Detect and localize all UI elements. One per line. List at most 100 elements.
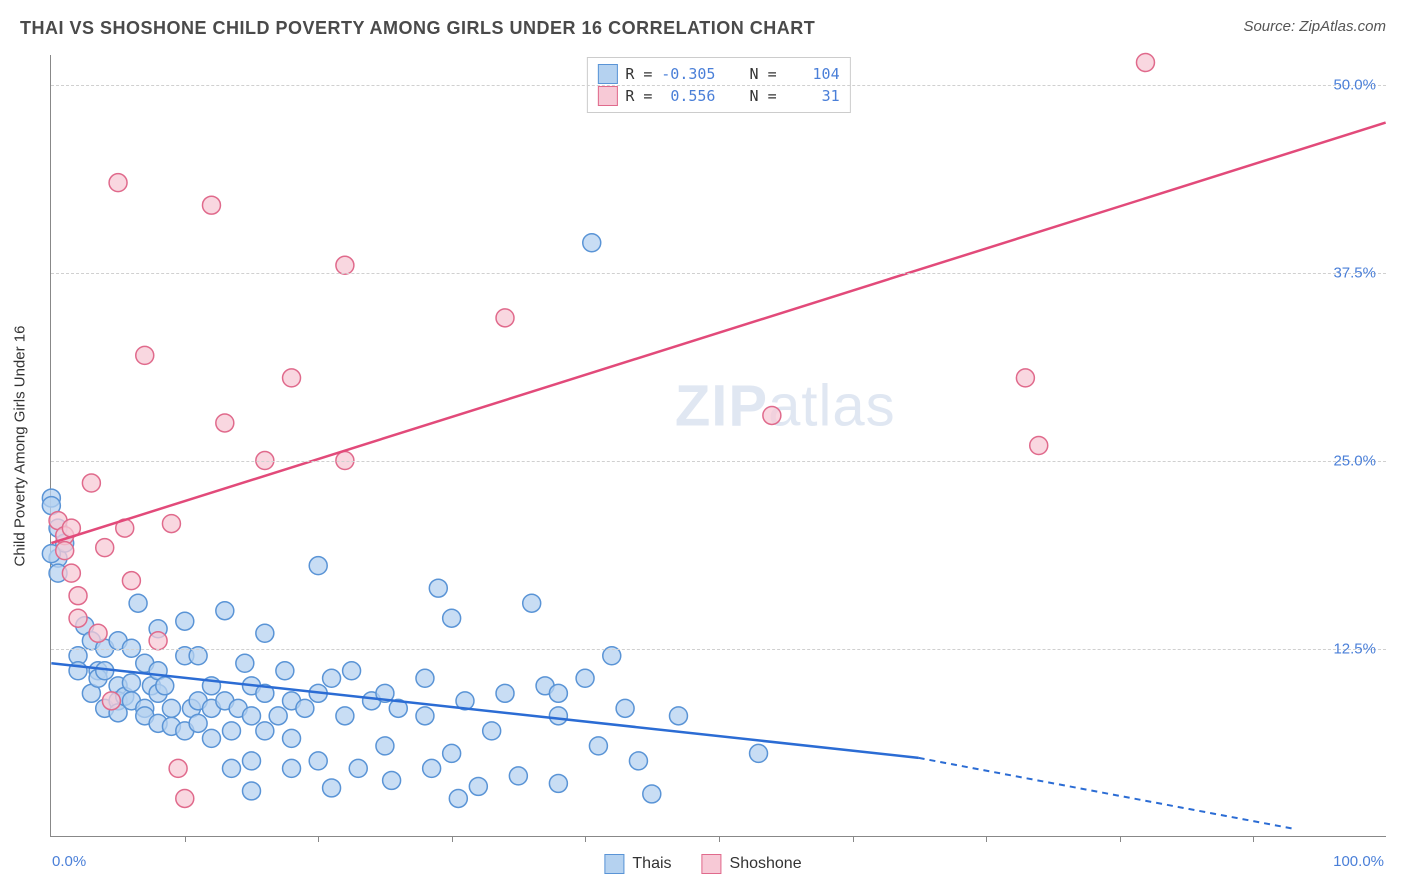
- data-point: [243, 707, 261, 725]
- trend-line: [51, 663, 918, 758]
- data-point: [1016, 369, 1034, 387]
- data-point: [216, 414, 234, 432]
- chart-source: Source: ZipAtlas.com: [1243, 18, 1386, 35]
- data-point: [323, 779, 341, 797]
- data-point: [336, 256, 354, 274]
- data-point: [643, 785, 661, 803]
- data-point: [309, 752, 327, 770]
- data-point: [429, 579, 447, 597]
- data-point: [129, 594, 147, 612]
- data-point: [283, 729, 301, 747]
- data-point: [549, 774, 567, 792]
- data-point: [309, 557, 327, 575]
- data-point: [222, 759, 240, 777]
- gridline: [51, 461, 1386, 462]
- data-point: [69, 587, 87, 605]
- y-tick-label: 50.0%: [1333, 77, 1376, 94]
- data-point: [763, 406, 781, 424]
- data-point: [323, 669, 341, 687]
- data-point: [109, 174, 127, 192]
- chart-plot-area: ZIPatlas R =-0.305 N =104R =0.556 N =31 …: [50, 55, 1386, 837]
- data-point: [1030, 437, 1048, 455]
- data-point: [416, 669, 434, 687]
- r-label: R =: [625, 87, 652, 105]
- data-point: [383, 771, 401, 789]
- data-point: [222, 722, 240, 740]
- legend-label: Thais: [632, 855, 671, 873]
- data-point: [283, 759, 301, 777]
- x-tick: [1253, 836, 1254, 842]
- data-point: [202, 196, 220, 214]
- data-point: [162, 515, 180, 533]
- data-point: [269, 707, 287, 725]
- data-point: [443, 744, 461, 762]
- data-point: [449, 789, 467, 807]
- legend-swatch: [604, 854, 624, 874]
- trend-line: [51, 123, 1385, 544]
- data-point: [349, 759, 367, 777]
- data-point: [189, 714, 207, 732]
- x-axis-min-label: 0.0%: [52, 853, 86, 870]
- data-point: [376, 737, 394, 755]
- legend-label: Shoshone: [730, 855, 802, 873]
- stats-row: R = -0.305 N = 104: [597, 64, 839, 84]
- legend-item: Shoshone: [702, 854, 802, 874]
- data-point: [243, 782, 261, 800]
- data-point: [256, 624, 274, 642]
- chart-title: THAI VS SHOSHONE CHILD POVERTY AMONG GIR…: [20, 18, 815, 38]
- data-point: [523, 594, 541, 612]
- data-point: [283, 369, 301, 387]
- y-tick-label: 37.5%: [1333, 265, 1376, 282]
- data-point: [122, 674, 140, 692]
- data-point: [549, 684, 567, 702]
- gridline: [51, 85, 1386, 86]
- data-point: [416, 707, 434, 725]
- x-tick: [1120, 836, 1121, 842]
- data-point: [176, 789, 194, 807]
- data-point: [336, 707, 354, 725]
- n-label: N =: [750, 65, 777, 83]
- data-point: [149, 632, 167, 650]
- data-point: [69, 609, 87, 627]
- data-point: [62, 564, 80, 582]
- data-point: [236, 654, 254, 672]
- data-point: [496, 684, 514, 702]
- stats-row: R =0.556 N =31: [597, 86, 839, 106]
- data-point: [96, 539, 114, 557]
- r-value: 0.556: [660, 87, 715, 105]
- data-point: [176, 612, 194, 630]
- data-point: [509, 767, 527, 785]
- data-point: [629, 752, 647, 770]
- x-tick: [986, 836, 987, 842]
- x-tick: [452, 836, 453, 842]
- data-point: [82, 474, 100, 492]
- trend-line-extrapolated: [919, 758, 1293, 829]
- data-point: [136, 346, 154, 364]
- data-point: [89, 624, 107, 642]
- gridline: [51, 649, 1386, 650]
- r-label: R =: [625, 65, 652, 83]
- data-point: [122, 572, 140, 590]
- data-point: [576, 669, 594, 687]
- data-point: [216, 602, 234, 620]
- data-point: [423, 759, 441, 777]
- data-point: [169, 759, 187, 777]
- x-tick: [585, 836, 586, 842]
- data-point: [156, 677, 174, 695]
- r-value: -0.305: [660, 65, 715, 83]
- data-point: [296, 699, 314, 717]
- data-point: [496, 309, 514, 327]
- y-axis-label: Child Poverty Among Girls Under 16: [12, 296, 29, 596]
- y-tick-label: 12.5%: [1333, 641, 1376, 658]
- legend-swatch: [702, 854, 722, 874]
- data-point: [343, 662, 361, 680]
- plot-svg: [51, 55, 1386, 836]
- n-value: 104: [785, 65, 840, 83]
- data-point: [162, 699, 180, 717]
- legend-swatch: [597, 86, 617, 106]
- gridline: [51, 273, 1386, 274]
- x-axis-max-label: 100.0%: [1333, 853, 1384, 870]
- data-point: [549, 707, 567, 725]
- data-point: [276, 662, 294, 680]
- data-point: [669, 707, 687, 725]
